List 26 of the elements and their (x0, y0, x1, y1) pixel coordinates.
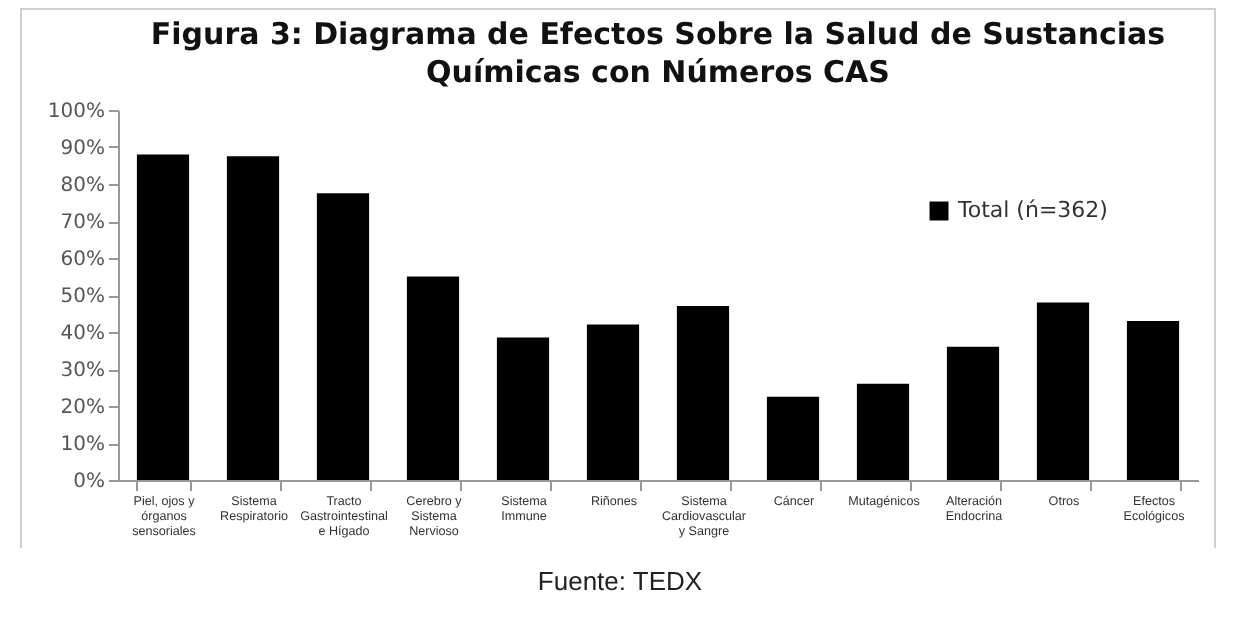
y-tick-label: 50% (60, 286, 105, 308)
bar (496, 337, 550, 480)
y-tick-label: 90% (60, 138, 105, 160)
bar (1036, 302, 1090, 480)
bar (1126, 320, 1180, 480)
bar (136, 154, 190, 480)
y-tick-label: 100% (47, 101, 105, 123)
bar (406, 276, 460, 480)
bar (766, 396, 820, 480)
bar (676, 306, 730, 480)
y-tick-label: 10% (60, 434, 105, 456)
y-tick-label: 30% (60, 360, 105, 382)
bar (586, 324, 640, 480)
legend-label: Total (ń=362) (956, 197, 1108, 223)
bar (856, 383, 910, 480)
y-tick-label: 70% (60, 212, 105, 234)
y-tick-label: 40% (60, 323, 105, 345)
y-tick-label: 0% (73, 471, 105, 493)
source-note: Fuente: TEDX (535, 566, 705, 596)
bar (946, 346, 1000, 480)
bar (316, 193, 370, 480)
chart-title: Figura 3: Diagrama de Efectos Sobre la Salud de Sustancias Químicas con Números CAS (150, 16, 1166, 90)
bar (226, 156, 280, 480)
y-tick-label: 60% (60, 249, 105, 271)
y-tick-label: 80% (60, 175, 105, 197)
y-tick-label: 20% (60, 397, 105, 419)
